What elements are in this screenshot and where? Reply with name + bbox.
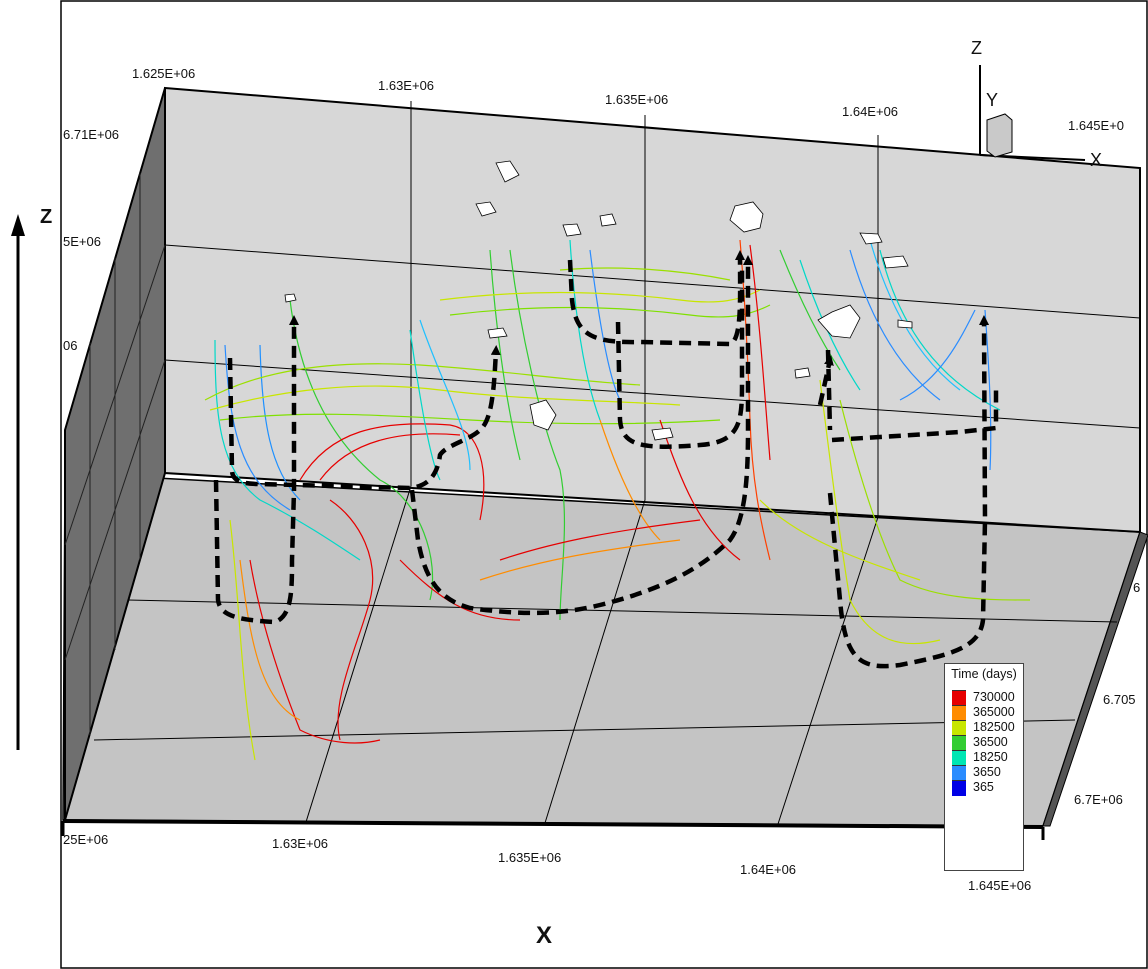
legend-swatch <box>952 750 966 766</box>
top-x-tick: 1.635E+06 <box>605 92 669 107</box>
right-y-tick: 6.7E+06 <box>1074 792 1123 807</box>
left-y-tick: 5E+06 <box>63 234 101 249</box>
legend-swatch <box>952 720 966 736</box>
right-y-tick: 6.705 <box>1103 692 1136 707</box>
legend-title: Time (days) <box>951 667 1017 681</box>
legend-entry: 730000 <box>952 690 1022 706</box>
legend-label: 36500 <box>973 735 1008 749</box>
left-y-tick: 6.71E+06 <box>63 127 120 142</box>
right-y-tick: 6 <box>1133 580 1141 595</box>
left-y-tick: 06 <box>63 338 78 353</box>
legend-label: 3650 <box>973 765 1001 779</box>
legend-entry: 18250 <box>952 750 1022 766</box>
top-x-tick: 1.63E+06 <box>378 78 435 93</box>
z-axis-arrow <box>11 214 25 750</box>
bottom-x-tick: 1.64E+06 <box>740 862 797 877</box>
legend-entry: 365000 <box>952 705 1022 721</box>
top-x-tick: 1.625E+06 <box>132 66 196 81</box>
triad-z-label: Z <box>971 38 982 58</box>
legend-entry: 3650 <box>952 765 1022 781</box>
time-legend: Time (days) 730000 365000 182500 36500 1… <box>944 663 1024 871</box>
legend-label: 365000 <box>973 705 1015 719</box>
bottom-x-tick: 1.63E+06 <box>272 836 329 851</box>
x-axis-label: X <box>536 922 553 949</box>
legend-label: 18250 <box>973 750 1008 764</box>
triad-y-label: Y <box>986 90 999 110</box>
left-wall-grid <box>64 173 166 735</box>
legend-swatch <box>952 765 966 781</box>
flow-paths <box>213 250 999 669</box>
legend-label: 365 <box>973 780 994 794</box>
top-x-tick: 1.645E+0 <box>1068 118 1125 133</box>
legend-entry: 36500 <box>952 735 1022 751</box>
back-wall-grid <box>164 101 1141 517</box>
triad-x-label: X <box>1090 150 1103 170</box>
bottom-edge <box>62 819 1044 829</box>
legend-label: 182500 <box>973 720 1015 734</box>
legend-swatch <box>952 780 966 796</box>
legend-swatch <box>952 705 966 721</box>
z-axis-label: Z <box>40 206 53 228</box>
bottom-x-tick: 25E+06 <box>63 832 109 847</box>
surface-features <box>284 160 913 441</box>
legend-entry: 182500 <box>952 720 1022 736</box>
legend-swatch <box>952 690 966 706</box>
floor-grid <box>93 485 1118 825</box>
top-x-tick: 1.64E+06 <box>842 104 899 119</box>
bottom-x-tick: 1.645E+06 <box>968 878 1032 893</box>
orientation-triad <box>979 65 1086 161</box>
legend-label: 730000 <box>973 690 1015 704</box>
right-wall <box>1042 531 1148 827</box>
legend-swatch <box>952 735 966 751</box>
legend-entry: 365 <box>952 780 1022 796</box>
bottom-x-tick: 1.635E+06 <box>498 850 562 865</box>
